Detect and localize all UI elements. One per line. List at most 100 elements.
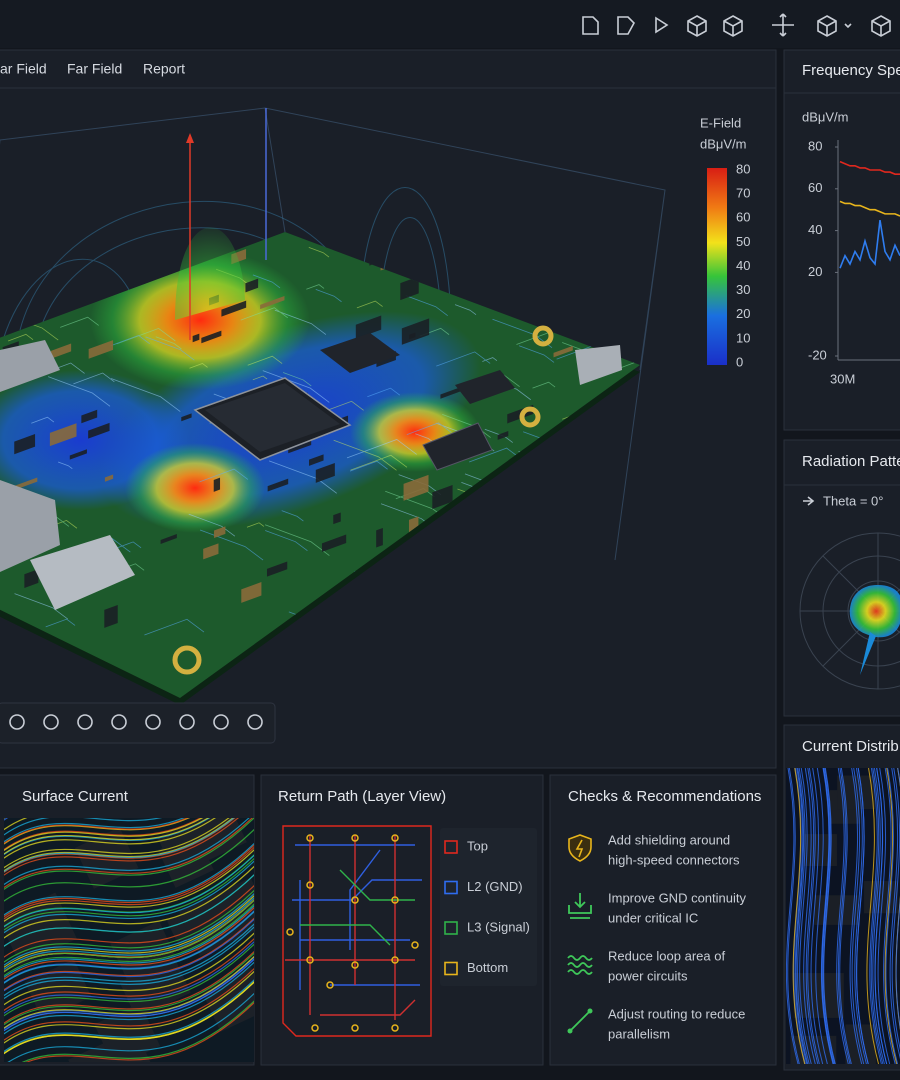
ic bbox=[320, 333, 400, 373]
current-line bbox=[4, 981, 254, 1055]
component bbox=[88, 340, 114, 359]
trace bbox=[321, 400, 364, 413]
component bbox=[181, 413, 192, 422]
view-tool-button[interactable] bbox=[247, 714, 263, 730]
view-tool-button[interactable] bbox=[77, 714, 93, 730]
colorbar-tick-label: 60 bbox=[736, 210, 750, 225]
current-line bbox=[4, 818, 234, 872]
trace bbox=[57, 461, 73, 470]
current-line bbox=[4, 818, 235, 873]
trace bbox=[436, 351, 491, 367]
new-file-button[interactable] bbox=[582, 16, 599, 35]
legend-swatch bbox=[444, 961, 458, 976]
view-tool-button[interactable] bbox=[179, 714, 195, 730]
current-line bbox=[805, 768, 819, 1064]
mesh-button[interactable] bbox=[871, 15, 891, 37]
move-button[interactable] bbox=[772, 13, 794, 37]
current-line bbox=[4, 932, 254, 1006]
current-line bbox=[4, 940, 254, 1015]
view-tool-button[interactable] bbox=[145, 714, 161, 730]
current-line bbox=[877, 768, 891, 1064]
trace bbox=[144, 618, 205, 636]
component bbox=[403, 474, 429, 501]
object-button[interactable] bbox=[817, 15, 837, 37]
current-line bbox=[7, 992, 254, 1062]
current-line bbox=[4, 894, 254, 969]
current-line bbox=[4, 828, 254, 902]
current-line bbox=[4, 818, 210, 855]
current-line bbox=[837, 768, 851, 1064]
current-line bbox=[4, 844, 254, 918]
check-text: Reduce loop area of bbox=[608, 948, 725, 963]
colorbar-tick-label: 20 bbox=[736, 306, 750, 321]
current-line bbox=[4, 818, 202, 851]
component bbox=[203, 543, 219, 560]
trace bbox=[350, 454, 408, 471]
current-line bbox=[792, 768, 806, 1064]
check-text: power circuits bbox=[608, 968, 688, 983]
current-line bbox=[4, 910, 254, 985]
current-line bbox=[891, 768, 900, 1051]
solid-view-button[interactable] bbox=[723, 15, 743, 37]
connector bbox=[422, 422, 493, 471]
tab[interactable]: Far Field bbox=[67, 61, 122, 77]
radiation-panel bbox=[783, 439, 900, 717]
current-line bbox=[4, 917, 254, 991]
current-line bbox=[25, 1001, 254, 1062]
check-text: Improve GND continuity bbox=[608, 890, 746, 905]
component bbox=[221, 300, 247, 317]
view-tool-button[interactable] bbox=[9, 714, 25, 730]
via bbox=[351, 1024, 359, 1032]
current-line bbox=[4, 818, 253, 889]
tab[interactable]: ar Field bbox=[0, 61, 47, 77]
view-tool-button[interactable] bbox=[111, 714, 127, 730]
current-line bbox=[883, 768, 896, 1064]
usb-port bbox=[575, 345, 622, 385]
panel-title: Frequency Spe bbox=[802, 62, 900, 79]
y-tick-label: 20 bbox=[808, 264, 822, 279]
component bbox=[69, 449, 87, 460]
trace bbox=[356, 300, 383, 309]
component bbox=[376, 527, 383, 548]
via bbox=[311, 1024, 319, 1032]
legend-label: Top bbox=[467, 838, 488, 853]
current-line bbox=[4, 937, 254, 1012]
component bbox=[497, 431, 509, 440]
tab[interactable]: Report bbox=[143, 61, 185, 77]
current-line bbox=[4, 904, 254, 979]
current-line bbox=[21, 1000, 254, 1062]
chip bbox=[119, 956, 191, 1019]
current-line bbox=[4, 979, 254, 1053]
trace bbox=[333, 439, 397, 471]
current-line bbox=[4, 818, 230, 869]
trace bbox=[315, 289, 342, 303]
current-line bbox=[4, 873, 254, 948]
component bbox=[14, 434, 36, 455]
component bbox=[266, 561, 288, 577]
current-line bbox=[4, 889, 254, 963]
wave-icon bbox=[567, 955, 593, 975]
x-tick-label: 30M bbox=[830, 371, 855, 386]
run-button[interactable] bbox=[655, 16, 669, 34]
view-tool-button[interactable] bbox=[213, 714, 229, 730]
via bbox=[391, 1024, 399, 1032]
view-tool-button[interactable] bbox=[43, 714, 59, 730]
trace bbox=[346, 439, 417, 459]
toolbar bbox=[0, 0, 900, 48]
component bbox=[401, 318, 430, 345]
open-button[interactable] bbox=[617, 16, 635, 35]
via bbox=[286, 928, 294, 936]
view-3d-button[interactable] bbox=[687, 15, 707, 37]
colorbar-tick-label: 40 bbox=[736, 258, 750, 273]
chip bbox=[793, 973, 844, 1018]
current-line bbox=[4, 818, 250, 886]
component bbox=[245, 278, 259, 293]
trace bbox=[189, 363, 208, 369]
trace bbox=[252, 274, 281, 289]
current-line bbox=[803, 768, 816, 1064]
component bbox=[315, 462, 335, 483]
trace bbox=[45, 618, 76, 628]
current-line bbox=[4, 892, 254, 967]
dropdown[interactable] bbox=[844, 23, 852, 29]
